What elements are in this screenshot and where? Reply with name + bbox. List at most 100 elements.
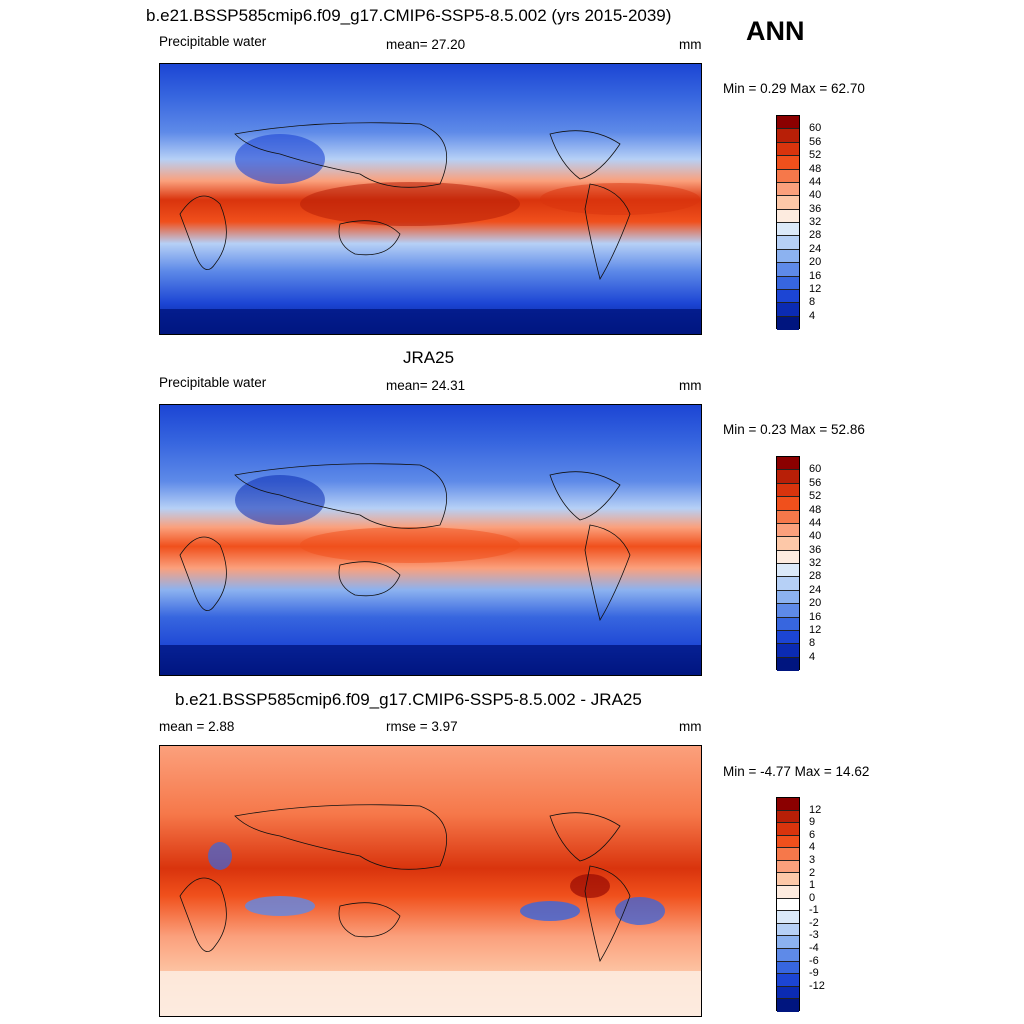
colorbar-swatch [777,577,799,591]
colorbar-swatch [777,911,799,924]
colorbar-tick-label: 4 [809,841,816,854]
colorbar-tick-label: 1 [809,879,816,892]
colorbar-tick-label: 56 [809,476,822,489]
colorbar-tick-label: 32 [809,557,822,569]
colorbar-tick-label: 12 [809,282,822,295]
panel1-variable-label: Precipitable water [159,34,267,49]
colorbar-tick-label: 3 [809,853,816,866]
colorbar-tick-label: 36 [809,202,822,215]
colorbar-swatch [777,923,799,937]
colorbar-swatch [777,604,799,618]
colorbar-swatch [777,936,799,949]
colorbar-tick-label: 44 [809,516,822,529]
colorbar-swatch [777,129,799,143]
panel3-units-label: mm [679,719,702,734]
panel3-map [159,745,702,1017]
colorbar-tick-label: 2 [809,866,816,879]
colorbar-swatch [777,986,799,1000]
colorbar-swatch [777,116,799,130]
colorbar-swatch [777,209,799,223]
panel3-minmax-label: Min = -4.77 Max = 14.62 [723,764,870,779]
colorbar-swatch [777,169,799,183]
colorbar-swatch [777,289,799,304]
colorbar-tick-label: 60 [809,122,822,135]
panel2-variable-label: Precipitable water [159,375,267,390]
colorbar-swatch [777,898,799,912]
colorbar-tick-label: 4 [809,309,816,322]
panel1-map [159,63,702,335]
colorbar-tick-label: 4 [809,650,816,663]
colorbar-swatch [777,657,799,671]
colorbar-tick-label: 20 [809,597,822,610]
panel2-mean-label: mean= 24.31 [386,378,466,393]
colorbar-swatch [777,316,799,330]
colorbar-swatch [777,263,799,277]
colorbar-swatch [777,644,799,658]
colorbar-swatch [777,810,799,824]
panel2-title: JRA25 [403,348,455,367]
panel2-units-label: mm [679,378,702,393]
colorbar-swatch [777,156,799,170]
colorbar-swatch [777,948,799,962]
colorbar-tick-label: 40 [809,189,822,202]
panel3-mean-label: mean = 2.88 [159,719,235,734]
colorbar-tick-label: 36 [809,543,822,556]
colorbar-swatch [777,835,799,849]
colorbar-swatch [777,182,799,197]
colorbar-swatch [777,860,799,874]
colorbar-swatch [777,550,799,564]
colorbar-swatch [777,974,799,987]
panel2-minmax-label: Min = 0.23 Max = 52.86 [723,422,865,437]
panel1-title: b.e21.BSSP585cmip6.f09_g17.CMIP6-SSP5-8.… [146,6,672,25]
colorbar-swatch [777,249,799,264]
colorbar-swatch [777,470,799,484]
colorbar-swatch [777,873,799,887]
colorbar-tick-label: -3 [809,929,819,942]
colorbar-tick-label: -1 [809,904,819,917]
colorbar-tick-label: 0 [809,891,816,904]
colorbar-tick-label: 40 [809,530,822,543]
colorbar-tick-label: 12 [809,623,822,636]
colorbar-tick-label: 9 [809,816,816,829]
colorbar-tick-label: 52 [809,490,822,503]
colorbar-tick-label: 24 [809,242,822,255]
panel3-map-svg [160,746,701,1016]
colorbar-swatch [777,303,799,317]
colorbar-swatch [777,961,799,975]
colorbar-swatch [777,617,799,631]
colorbar-tick-label: 48 [809,503,822,516]
colorbar-tick-label: 52 [809,149,822,162]
colorbar-tick-label: -6 [809,954,819,967]
colorbar-swatch [777,848,799,861]
panel2-map-svg [160,405,701,675]
panel1-colorbar [776,115,800,330]
colorbar-tick-label: 16 [809,269,822,282]
colorbar-tick-label: 48 [809,162,822,175]
colorbar-tick-label: 20 [809,256,822,269]
colorbar-tick-label: 32 [809,216,822,228]
colorbar-tick-label: 28 [809,229,822,242]
colorbar-tick-label: 6 [809,828,816,841]
colorbar-swatch [777,236,799,250]
colorbar-swatch [777,564,799,578]
colorbar-tick-label: -2 [809,916,819,929]
colorbar-tick-label: 8 [809,637,816,650]
colorbar-swatch [777,537,799,551]
panel1-mean-label: mean= 27.20 [386,37,466,52]
colorbar-swatch [777,457,799,471]
colorbar-tick-label: 24 [809,583,822,596]
colorbar-tick-label: 60 [809,463,822,476]
panel1-units-label: mm [679,37,702,52]
colorbar-swatch [777,523,799,538]
panel1-minmax-label: Min = 0.29 Max = 62.70 [723,81,865,96]
panel3-rmse-label: rmse = 3.97 [386,719,458,734]
colorbar-tick-label: 28 [809,570,822,583]
colorbar-tick-label: 44 [809,175,822,188]
colorbar-swatch [777,999,799,1012]
panel3-colorbar [776,797,800,1012]
colorbar-tick-label: 8 [809,296,816,309]
colorbar-swatch [777,798,799,811]
colorbar-swatch [777,823,799,836]
colorbar-swatch [777,497,799,511]
colorbar-tick-label: -4 [809,942,819,955]
